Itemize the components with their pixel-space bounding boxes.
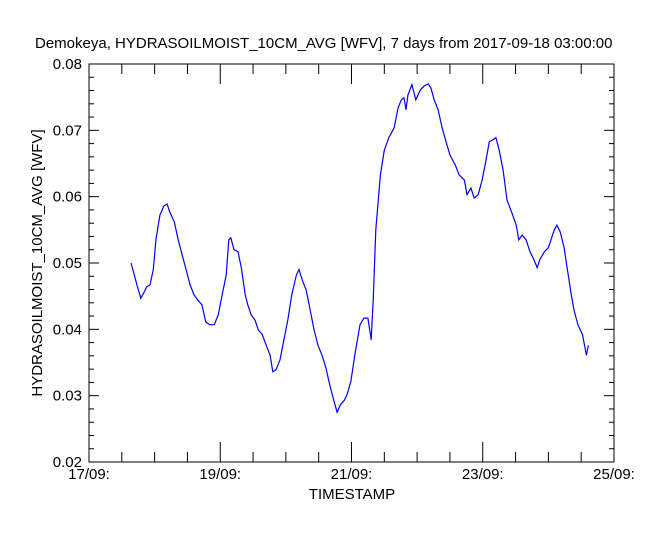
y-tick-labels: 0.02 0.03 0.04 0.05 0.06 0.07 0.08: [53, 56, 82, 471]
y-tick-label: 0.06: [53, 189, 82, 206]
y-tick-label: 0.04: [53, 321, 82, 338]
x-axis-label: TIMESTAMP: [309, 486, 395, 503]
series-line: [130, 82, 589, 415]
x-tick-label: 23/09:: [462, 466, 504, 483]
x-tick-label: 19/09:: [199, 466, 241, 483]
chart-title: Demokeya, HYDRASOILMOIST_10CM_AVG [WFV],…: [35, 35, 612, 52]
y-tick-label: 0.03: [53, 388, 82, 405]
y-tick-label: 0.02: [53, 454, 82, 471]
x-tick-label: 25/09:: [593, 466, 635, 483]
y-axis-label: HYDRASOILMOIST_10CM_AVG [WFV]: [29, 129, 46, 396]
y-tick-label: 0.08: [53, 56, 82, 73]
axis-ticks: [88, 63, 615, 463]
x-tick-label: 21/09:: [331, 466, 373, 483]
x-tick-labels: 17/09: 19/09: 21/09: 23/09: 25/09:: [68, 466, 635, 483]
y-tick-label: 0.07: [53, 122, 82, 139]
y-tick-label: 0.05: [53, 255, 82, 272]
x-tick-label: 17/09:: [68, 466, 110, 483]
